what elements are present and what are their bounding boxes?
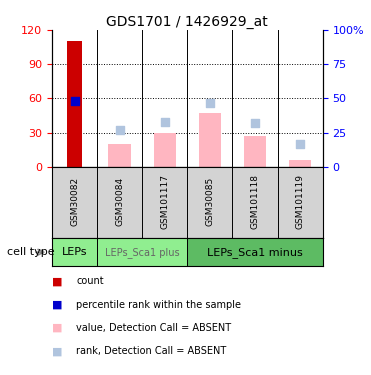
Bar [97,238,187,266]
Title: GDS1701 / 1426929_at: GDS1701 / 1426929_at [106,15,268,29]
Bar [198,113,221,167]
Point [252,120,258,126]
Text: value, Detection Call = ABSENT: value, Detection Call = ABSENT [76,323,231,333]
Text: ■: ■ [52,346,62,356]
Bar [187,238,323,266]
Point [72,98,78,104]
Text: percentile rank within the sample: percentile rank within the sample [76,300,241,310]
Point [297,141,303,147]
Text: cell type: cell type [7,247,55,257]
Text: rank, Detection Call = ABSENT: rank, Detection Call = ABSENT [76,346,226,356]
Text: GSM101118: GSM101118 [250,174,260,229]
Bar [52,238,97,266]
Text: ■: ■ [52,323,62,333]
Text: GSM30082: GSM30082 [70,177,79,226]
Text: count: count [76,276,104,286]
Point [162,119,168,125]
Bar [108,144,131,167]
Text: LEPs_Sca1 plus: LEPs_Sca1 plus [105,247,180,258]
Text: GSM30085: GSM30085 [206,177,214,226]
Bar [154,133,176,167]
Text: GSM101117: GSM101117 [160,174,169,229]
Bar [244,136,266,167]
Bar [67,41,82,167]
Text: LEPs_Sca1 minus: LEPs_Sca1 minus [207,247,303,258]
Bar [289,160,312,167]
Text: LEPs: LEPs [62,247,87,257]
Text: ■: ■ [52,300,62,310]
Point [117,127,123,133]
Point [207,99,213,105]
Text: ■: ■ [52,276,62,286]
Text: GSM101119: GSM101119 [296,174,305,229]
Text: GSM30084: GSM30084 [115,177,124,226]
